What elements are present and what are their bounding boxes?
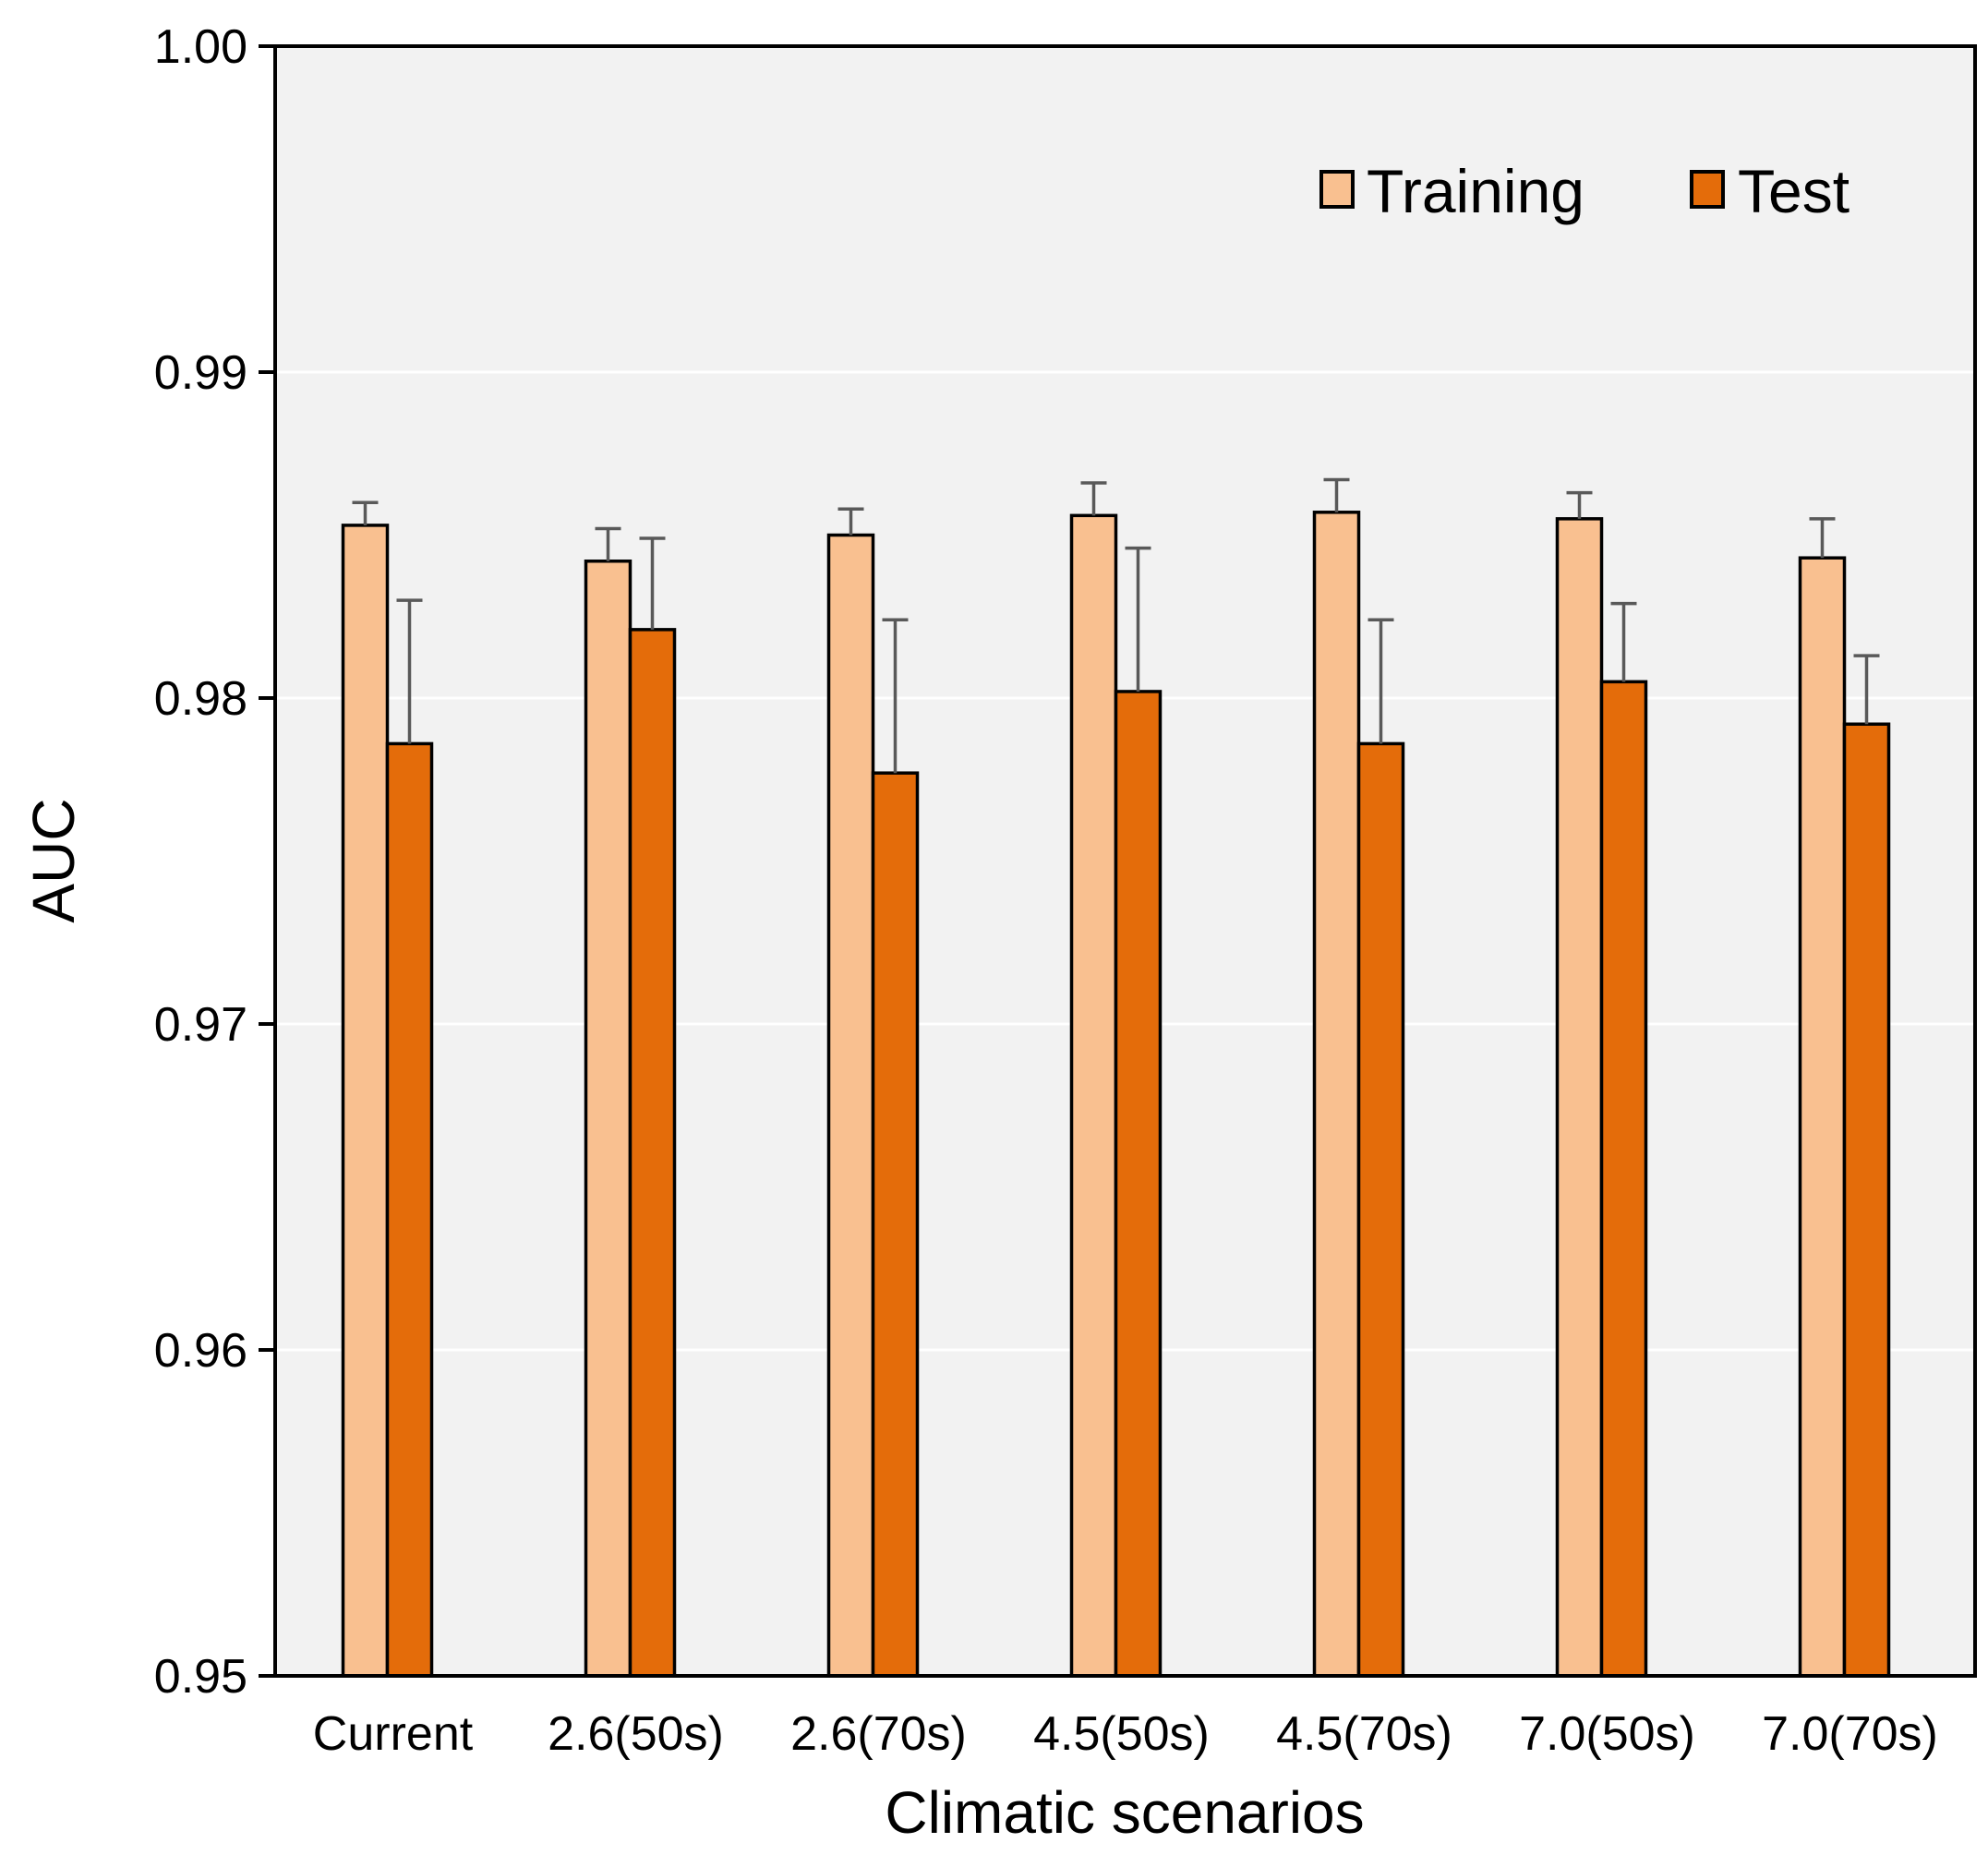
test-bar xyxy=(1114,690,1163,1678)
test-bar xyxy=(871,771,920,1678)
y-tick-label: 0.97 xyxy=(154,998,247,1052)
y-axis-ticks: 0.95 0.96 0.97 0.98 0.99 1.00 xyxy=(154,20,275,1704)
legend-swatch-test xyxy=(1690,170,1725,209)
training-bar xyxy=(1798,556,1847,1678)
x-tick-label: 4.5(70s) xyxy=(1276,1707,1452,1761)
training-bar xyxy=(584,559,633,1678)
plot-frame xyxy=(273,44,1977,1678)
test-bar xyxy=(1599,680,1648,1678)
x-tick-label: 4.5(50s) xyxy=(1033,1707,1210,1761)
x-tick-label: 7.0(70s) xyxy=(1762,1707,1938,1761)
y-tick-label: 0.98 xyxy=(154,672,247,726)
test-bar xyxy=(628,628,677,1678)
x-tick-label: Current xyxy=(313,1707,474,1761)
legend-label-training: Training xyxy=(1367,157,1584,225)
x-axis-title: Climatic scenarios xyxy=(885,1779,1364,1846)
x-tick-label: 2.6(50s) xyxy=(548,1707,724,1761)
legend-label-test: Test xyxy=(1738,157,1849,225)
y-tick-label: 1.00 xyxy=(154,20,247,74)
x-axis-ticks: Current 2.6(50s) 2.6(70s) 4.5(50s) 4.5(70s) 7… xyxy=(313,1707,1938,1761)
training-bar xyxy=(1069,513,1118,1678)
legend: Training Test xyxy=(1319,157,1849,225)
test-bar xyxy=(1842,722,1891,1678)
y-tick-label: 0.99 xyxy=(154,346,247,400)
test-bar xyxy=(1356,741,1405,1678)
y-tick-label: 0.95 xyxy=(154,1650,247,1704)
training-bar xyxy=(826,533,875,1678)
x-tick-label: 2.6(70s) xyxy=(790,1707,967,1761)
training-bar xyxy=(1312,511,1361,1678)
error-bars xyxy=(352,477,1880,774)
legend-swatch-training xyxy=(1319,170,1355,209)
bar-series xyxy=(341,511,1891,1678)
y-tick-label: 0.96 xyxy=(154,1324,247,1378)
training-bar xyxy=(341,524,390,1678)
y-axis-title: AUC xyxy=(20,798,87,922)
x-tick-label: 7.0(50s) xyxy=(1519,1707,1695,1761)
training-bar xyxy=(1555,517,1604,1678)
test-bar xyxy=(385,741,434,1678)
